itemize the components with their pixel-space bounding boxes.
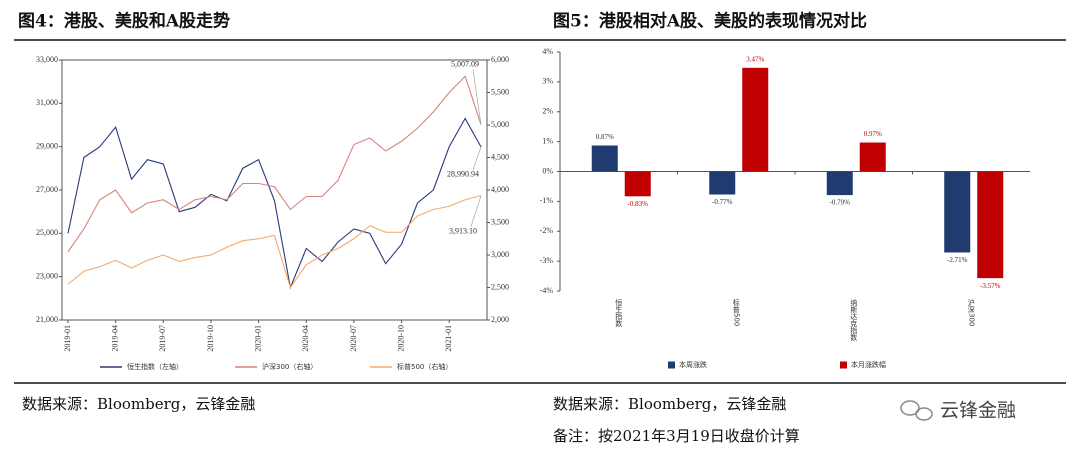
watermark: 云锋金融 bbox=[940, 400, 1016, 422]
x-tick-label: 纳斯达克指数 bbox=[850, 298, 858, 342]
y-tick-label: 4% bbox=[542, 47, 553, 56]
chart-title: 图4：港股、美股和A股走势 bbox=[18, 11, 230, 32]
y-tick-label: 4,500 bbox=[491, 152, 509, 161]
value-label: 0.87% bbox=[596, 133, 614, 141]
bar bbox=[826, 171, 853, 196]
value-label: -3.57% bbox=[980, 282, 1001, 290]
y-tick-label: 3,500 bbox=[491, 217, 509, 226]
legend-label: 标普500（右轴） bbox=[397, 362, 452, 371]
x-tick-label: 2020-10 bbox=[396, 325, 405, 352]
y-tick-label: -4% bbox=[540, 286, 554, 295]
x-tick-label: 2021-01 bbox=[444, 325, 453, 352]
x-tick-label: 2019-10 bbox=[206, 325, 215, 352]
bar bbox=[709, 171, 736, 195]
bar bbox=[859, 142, 886, 172]
value-label: -0.83% bbox=[628, 200, 649, 208]
value-label: 28,990.94 bbox=[447, 170, 479, 179]
x-tick-label: 2020-07 bbox=[349, 325, 358, 352]
bar bbox=[624, 171, 651, 197]
y-tick-label: 2,500 bbox=[491, 282, 509, 291]
y-tick-label: 3,000 bbox=[491, 250, 509, 259]
leader-line bbox=[472, 146, 482, 170]
series-line bbox=[67, 75, 482, 253]
y-tick-label: -2% bbox=[540, 226, 554, 235]
leader-line bbox=[472, 69, 482, 125]
source: 数据来源：Bloomberg，云锋金融 bbox=[553, 395, 786, 413]
y-tick-label: 6,000 bbox=[491, 55, 509, 64]
plot-frame bbox=[61, 59, 488, 321]
chart-title: 图5：港股相对A股、美股的表现情况对比 bbox=[553, 11, 867, 32]
x-tick-label: 恒生指数 bbox=[615, 298, 623, 328]
bar bbox=[977, 171, 1004, 279]
y-tick-label: 1% bbox=[542, 136, 553, 145]
y-tick-label: 4,000 bbox=[491, 185, 509, 194]
value-label: 3,913.10 bbox=[449, 226, 477, 235]
value-label: 5,007.09 bbox=[451, 59, 479, 68]
series-line bbox=[67, 117, 482, 290]
value-label: -2.71% bbox=[947, 256, 968, 264]
bar bbox=[591, 145, 618, 172]
legend-label: 恒生指数（左轴） bbox=[127, 362, 183, 371]
y-tick-label: 2,000 bbox=[491, 315, 509, 324]
value-label: -0.77% bbox=[712, 198, 733, 206]
x-tick-label: 2019-04 bbox=[110, 325, 119, 352]
leader-line bbox=[470, 195, 482, 227]
value-label: 0.97% bbox=[864, 130, 882, 138]
series-line bbox=[67, 195, 482, 289]
value-label: 3.47% bbox=[746, 55, 764, 63]
source: 数据来源：Bloomberg，云锋金融 bbox=[22, 395, 255, 413]
y-tick-label: 23,000 bbox=[36, 271, 58, 280]
x-tick-label: 2019-01 bbox=[63, 325, 72, 352]
x-tick-label: 2019-07 bbox=[158, 325, 167, 352]
y-tick-label: 5,500 bbox=[491, 87, 509, 96]
note: 备注：按2021年3月19日收盘价计算 bbox=[553, 427, 800, 445]
legend-swatch bbox=[668, 361, 675, 369]
x-tick-label: 2020-04 bbox=[301, 325, 310, 352]
legend-label: 沪深300（右轴） bbox=[262, 362, 317, 371]
y-tick-label: 25,000 bbox=[36, 228, 58, 237]
y-tick-label: 3% bbox=[542, 77, 553, 86]
y-tick-label: 21,000 bbox=[36, 315, 58, 324]
value-label: -0.79% bbox=[830, 199, 851, 207]
y-tick-label: 2% bbox=[542, 107, 553, 116]
x-tick-label: 标普500 bbox=[732, 298, 740, 326]
y-tick-label: 27,000 bbox=[36, 185, 58, 194]
y-tick-label: -1% bbox=[540, 196, 554, 205]
y-tick-label: 31,000 bbox=[36, 98, 58, 107]
y-tick-label: 29,000 bbox=[36, 141, 58, 150]
y-tick-label: -3% bbox=[540, 256, 554, 265]
watermark-icon bbox=[900, 400, 933, 421]
x-tick-label: 2020-01 bbox=[253, 325, 262, 352]
legend-swatch bbox=[840, 361, 847, 369]
bar bbox=[742, 67, 769, 172]
y-tick-label: 0% bbox=[542, 166, 553, 175]
legend-label: 本周涨跌 bbox=[679, 360, 707, 369]
y-tick-label: 5,000 bbox=[491, 120, 509, 129]
legend-label: 本月涨跌幅 bbox=[851, 360, 886, 369]
bar bbox=[944, 171, 971, 253]
y-tick-label: 33,000 bbox=[36, 55, 58, 64]
x-tick-label: 沪深300 bbox=[967, 298, 975, 326]
